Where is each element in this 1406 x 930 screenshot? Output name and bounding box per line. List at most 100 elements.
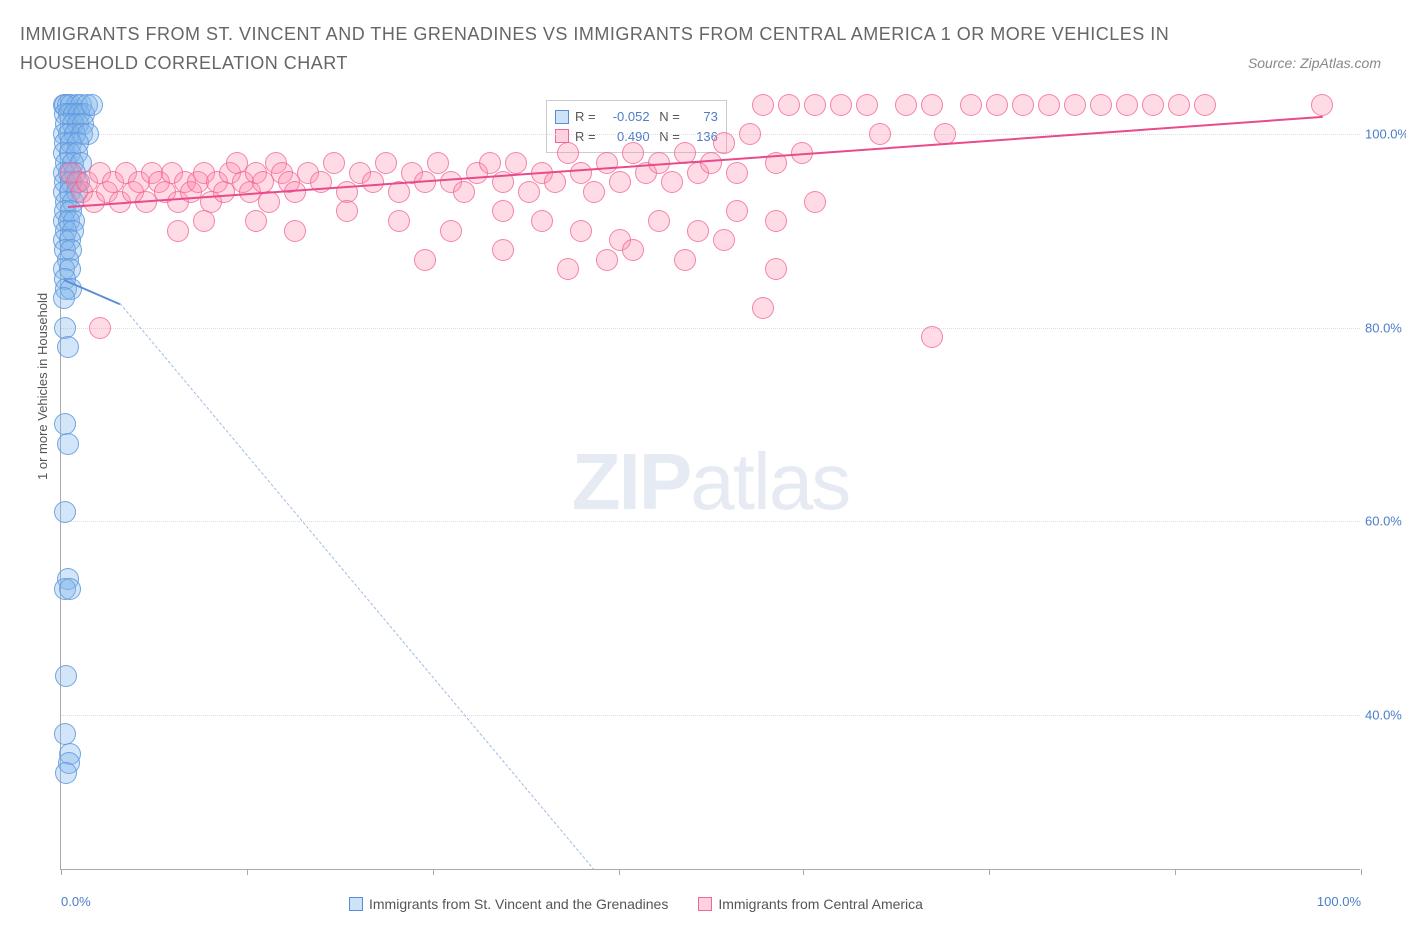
data-point xyxy=(55,762,77,784)
data-point xyxy=(700,152,722,174)
source-attribution: Source: ZipAtlas.com xyxy=(1248,55,1381,71)
data-point xyxy=(492,200,514,222)
data-point xyxy=(53,287,75,309)
data-point xyxy=(55,665,77,687)
gridline xyxy=(61,715,1360,716)
data-point xyxy=(622,239,644,261)
y-tick-label: 100.0% xyxy=(1365,126,1406,141)
data-point xyxy=(752,297,774,319)
x-tick-mark xyxy=(1175,869,1176,875)
data-point xyxy=(375,152,397,174)
data-point xyxy=(1142,94,1164,116)
data-point xyxy=(193,210,215,232)
legend-stats-row-blue: R = -0.052 N = 73 xyxy=(555,107,718,127)
gridline xyxy=(61,521,1360,522)
data-point xyxy=(336,200,358,222)
swatch-blue-icon xyxy=(555,110,569,124)
data-point xyxy=(1012,94,1034,116)
data-point xyxy=(778,94,800,116)
data-point xyxy=(245,210,267,232)
watermark: ZIPatlas xyxy=(572,436,849,528)
data-point xyxy=(1116,94,1138,116)
data-point xyxy=(895,94,917,116)
data-point xyxy=(661,171,683,193)
data-point xyxy=(167,220,189,242)
data-point xyxy=(713,132,735,154)
data-point xyxy=(986,94,1008,116)
swatch-blue-icon xyxy=(349,897,363,911)
legend-item-pink: Immigrants from Central America xyxy=(698,896,923,912)
data-point xyxy=(609,171,631,193)
gridline xyxy=(61,134,1360,135)
data-point xyxy=(739,123,761,145)
x-tick-mark xyxy=(803,869,804,875)
data-point xyxy=(531,210,553,232)
x-tick-mark xyxy=(433,869,434,875)
data-point xyxy=(479,152,501,174)
data-point xyxy=(596,152,618,174)
data-point xyxy=(453,181,475,203)
legend-item-blue: Immigrants from St. Vincent and the Gren… xyxy=(349,896,668,912)
plot-area: ZIPatlas R = -0.052 N = 73 R = 0.490 N =… xyxy=(60,95,1360,870)
data-point xyxy=(648,210,670,232)
data-point xyxy=(362,171,384,193)
data-point xyxy=(1168,94,1190,116)
data-point xyxy=(622,142,644,164)
data-point xyxy=(804,191,826,213)
data-point xyxy=(596,249,618,271)
data-point xyxy=(921,94,943,116)
data-point xyxy=(1038,94,1060,116)
y-tick-label: 40.0% xyxy=(1365,708,1406,723)
data-point xyxy=(726,162,748,184)
data-point xyxy=(713,229,735,251)
data-point xyxy=(1064,94,1086,116)
x-tick-mark xyxy=(619,869,620,875)
data-point xyxy=(960,94,982,116)
data-point xyxy=(1194,94,1216,116)
data-point xyxy=(440,220,462,242)
data-point xyxy=(284,220,306,242)
data-point xyxy=(752,94,774,116)
data-point xyxy=(583,181,605,203)
x-tick-mark xyxy=(1361,869,1362,875)
y-tick-label: 60.0% xyxy=(1365,514,1406,529)
data-point xyxy=(570,220,592,242)
trend-line xyxy=(119,303,594,870)
x-tick-mark xyxy=(989,869,990,875)
y-tick-label: 80.0% xyxy=(1365,320,1406,335)
data-point xyxy=(544,171,566,193)
data-point xyxy=(804,94,826,116)
x-tick-label: 0.0% xyxy=(61,894,91,909)
legend-label-blue: Immigrants from St. Vincent and the Gren… xyxy=(369,896,668,912)
data-point xyxy=(830,94,852,116)
data-point xyxy=(54,501,76,523)
legend-label-pink: Immigrants from Central America xyxy=(718,896,923,912)
data-point xyxy=(1090,94,1112,116)
data-point xyxy=(856,94,878,116)
data-point xyxy=(557,142,579,164)
data-point xyxy=(557,258,579,280)
data-point xyxy=(323,152,345,174)
data-point xyxy=(388,210,410,232)
data-point xyxy=(674,249,696,271)
data-point xyxy=(765,210,787,232)
bottom-legend: Immigrants from St. Vincent and the Gren… xyxy=(349,896,923,912)
data-point xyxy=(89,317,111,339)
data-point xyxy=(414,249,436,271)
data-point xyxy=(869,123,891,145)
data-point xyxy=(1311,94,1333,116)
data-point xyxy=(59,578,81,600)
data-point xyxy=(570,162,592,184)
chart-title: IMMIGRANTS FROM ST. VINCENT AND THE GREN… xyxy=(20,20,1256,78)
data-point xyxy=(726,200,748,222)
x-tick-label: 100.0% xyxy=(1317,894,1361,909)
y-axis-label: 1 or more Vehicles in Household xyxy=(35,293,50,480)
data-point xyxy=(57,336,79,358)
x-tick-mark xyxy=(61,869,62,875)
data-point xyxy=(57,433,79,455)
data-point xyxy=(505,152,527,174)
data-point xyxy=(427,152,449,174)
x-tick-mark xyxy=(247,869,248,875)
gridline xyxy=(61,328,1360,329)
data-point xyxy=(492,239,514,261)
